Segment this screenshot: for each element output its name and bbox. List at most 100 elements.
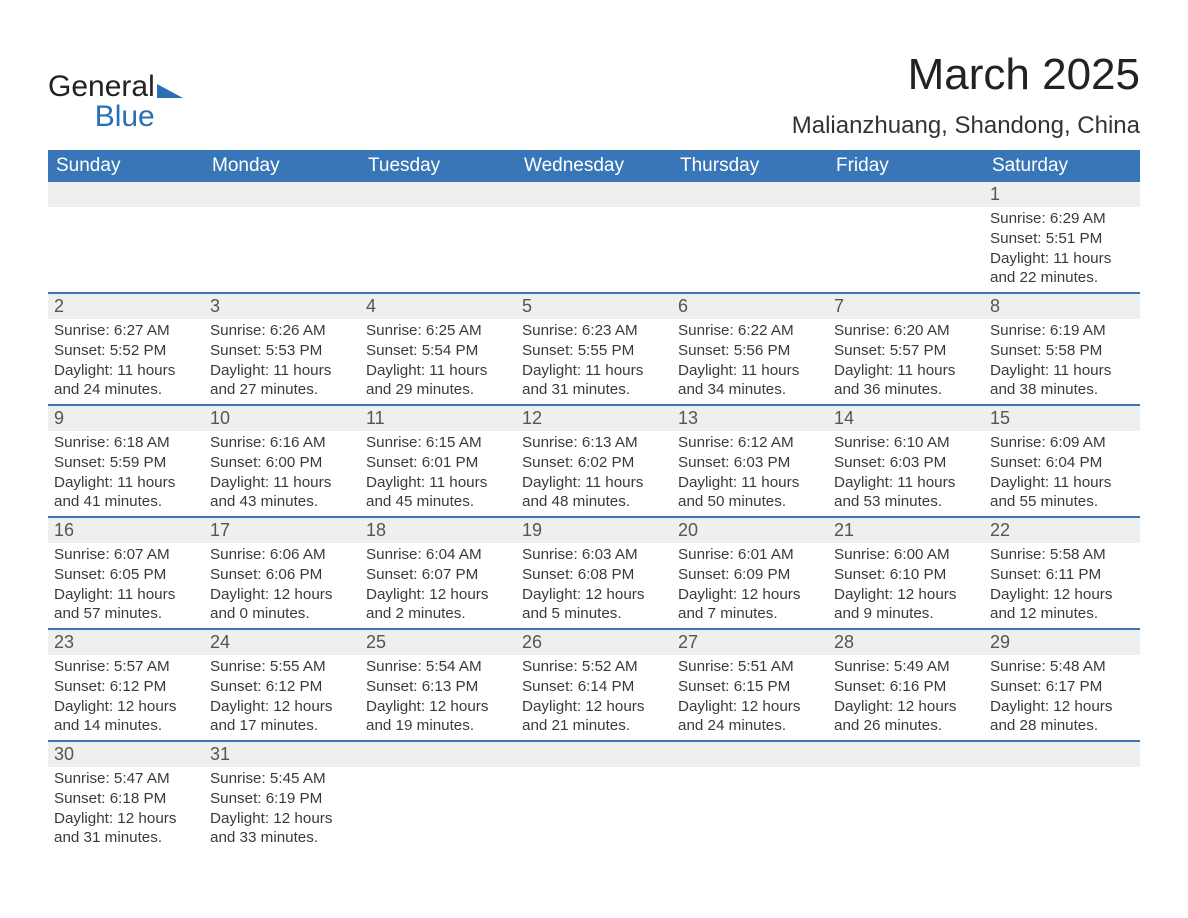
daylight-line: Daylight: 12 hours and 12 minutes.	[990, 585, 1134, 625]
day-cell	[828, 767, 984, 852]
day-number: 23	[48, 630, 204, 655]
day-number: 27	[672, 630, 828, 655]
sunrise-line: Sunrise: 6:13 AM	[522, 433, 666, 453]
day-number	[984, 742, 1140, 767]
location-subtitle: Malianzhuang, Shandong, China	[792, 112, 1140, 140]
day-number: 29	[984, 630, 1140, 655]
day-cell: Sunrise: 5:47 AMSunset: 6:18 PMDaylight:…	[48, 767, 204, 852]
day-cell: Sunrise: 6:06 AMSunset: 6:06 PMDaylight:…	[204, 543, 360, 628]
day-cell	[360, 207, 516, 292]
daylight-line: Daylight: 12 hours and 21 minutes.	[522, 697, 666, 737]
day-cell: Sunrise: 6:01 AMSunset: 6:09 PMDaylight:…	[672, 543, 828, 628]
day-cell	[48, 207, 204, 292]
sunset-line: Sunset: 6:03 PM	[678, 453, 822, 473]
weekday-label: Thursday	[672, 155, 828, 177]
sunrise-line: Sunrise: 6:16 AM	[210, 433, 354, 453]
daylight-line: Daylight: 11 hours and 29 minutes.	[366, 361, 510, 401]
day-cell: Sunrise: 5:58 AMSunset: 6:11 PMDaylight:…	[984, 543, 1140, 628]
day-cell: Sunrise: 5:51 AMSunset: 6:15 PMDaylight:…	[672, 655, 828, 740]
day-cell: Sunrise: 5:54 AMSunset: 6:13 PMDaylight:…	[360, 655, 516, 740]
daynum-row: 1	[48, 182, 1140, 207]
sunset-line: Sunset: 5:55 PM	[522, 341, 666, 361]
calendar: SundayMondayTuesdayWednesdayThursdayFrid…	[48, 150, 1140, 852]
daylight-line: Daylight: 11 hours and 43 minutes.	[210, 473, 354, 513]
day-cell: Sunrise: 6:07 AMSunset: 6:05 PMDaylight:…	[48, 543, 204, 628]
header: General Blue March 2025 Malianzhuang, Sh…	[48, 50, 1140, 140]
daylight-line: Daylight: 12 hours and 24 minutes.	[678, 697, 822, 737]
daylight-line: Daylight: 12 hours and 31 minutes.	[54, 809, 198, 849]
sunset-line: Sunset: 6:08 PM	[522, 565, 666, 585]
weekday-label: Saturday	[984, 155, 1140, 177]
week-row: Sunrise: 5:57 AMSunset: 6:12 PMDaylight:…	[48, 655, 1140, 740]
sunset-line: Sunset: 6:07 PM	[366, 565, 510, 585]
day-number	[48, 182, 204, 207]
day-number	[516, 742, 672, 767]
day-number: 7	[828, 294, 984, 319]
sunrise-line: Sunrise: 5:54 AM	[366, 657, 510, 677]
week-row: Sunrise: 6:18 AMSunset: 5:59 PMDaylight:…	[48, 431, 1140, 516]
sunrise-line: Sunrise: 6:06 AM	[210, 545, 354, 565]
daylight-line: Daylight: 11 hours and 34 minutes.	[678, 361, 822, 401]
day-cell: Sunrise: 6:09 AMSunset: 6:04 PMDaylight:…	[984, 431, 1140, 516]
day-number: 30	[48, 742, 204, 767]
day-cell: Sunrise: 6:13 AMSunset: 6:02 PMDaylight:…	[516, 431, 672, 516]
logo-text-blue: Blue	[48, 100, 183, 134]
sunset-line: Sunset: 5:57 PM	[834, 341, 978, 361]
day-cell: Sunrise: 6:20 AMSunset: 5:57 PMDaylight:…	[828, 319, 984, 404]
sunset-line: Sunset: 5:51 PM	[990, 229, 1134, 249]
day-number	[360, 742, 516, 767]
daylight-line: Daylight: 12 hours and 5 minutes.	[522, 585, 666, 625]
daynum-row: 9101112131415	[48, 406, 1140, 431]
weekday-label: Monday	[204, 155, 360, 177]
day-cell	[360, 767, 516, 852]
sunrise-line: Sunrise: 6:00 AM	[834, 545, 978, 565]
day-cell: Sunrise: 6:22 AMSunset: 5:56 PMDaylight:…	[672, 319, 828, 404]
daynum-row: 3031	[48, 742, 1140, 767]
daylight-line: Daylight: 12 hours and 0 minutes.	[210, 585, 354, 625]
daylight-line: Daylight: 12 hours and 9 minutes.	[834, 585, 978, 625]
sunrise-line: Sunrise: 5:47 AM	[54, 769, 198, 789]
sunset-line: Sunset: 6:15 PM	[678, 677, 822, 697]
sunrise-line: Sunrise: 6:25 AM	[366, 321, 510, 341]
day-number: 31	[204, 742, 360, 767]
day-number	[672, 182, 828, 207]
week-row: Sunrise: 6:29 AMSunset: 5:51 PMDaylight:…	[48, 207, 1140, 292]
sunset-line: Sunset: 6:16 PM	[834, 677, 978, 697]
day-number: 10	[204, 406, 360, 431]
day-number: 28	[828, 630, 984, 655]
day-cell: Sunrise: 6:18 AMSunset: 5:59 PMDaylight:…	[48, 431, 204, 516]
day-cell: Sunrise: 6:12 AMSunset: 6:03 PMDaylight:…	[672, 431, 828, 516]
daylight-line: Daylight: 11 hours and 24 minutes.	[54, 361, 198, 401]
weekday-header: SundayMondayTuesdayWednesdayThursdayFrid…	[48, 150, 1140, 182]
sunrise-line: Sunrise: 6:18 AM	[54, 433, 198, 453]
week-row: Sunrise: 6:07 AMSunset: 6:05 PMDaylight:…	[48, 543, 1140, 628]
sunrise-line: Sunrise: 6:03 AM	[522, 545, 666, 565]
sunrise-line: Sunrise: 5:58 AM	[990, 545, 1134, 565]
sunset-line: Sunset: 6:18 PM	[54, 789, 198, 809]
sunrise-line: Sunrise: 5:49 AM	[834, 657, 978, 677]
daynum-row: 23242526272829	[48, 630, 1140, 655]
sunset-line: Sunset: 6:04 PM	[990, 453, 1134, 473]
day-number: 11	[360, 406, 516, 431]
logo-text-general: General	[48, 70, 155, 104]
sunrise-line: Sunrise: 6:09 AM	[990, 433, 1134, 453]
week-block: 16171819202122Sunrise: 6:07 AMSunset: 6:…	[48, 516, 1140, 628]
weekday-label: Friday	[828, 155, 984, 177]
sunset-line: Sunset: 6:11 PM	[990, 565, 1134, 585]
daylight-line: Daylight: 11 hours and 55 minutes.	[990, 473, 1134, 513]
weekday-label: Wednesday	[516, 155, 672, 177]
logo: General Blue	[48, 70, 183, 134]
weekday-label: Tuesday	[360, 155, 516, 177]
sunset-line: Sunset: 5:58 PM	[990, 341, 1134, 361]
sunset-line: Sunset: 6:14 PM	[522, 677, 666, 697]
day-number: 15	[984, 406, 1140, 431]
day-number: 21	[828, 518, 984, 543]
day-number: 3	[204, 294, 360, 319]
day-cell: Sunrise: 6:23 AMSunset: 5:55 PMDaylight:…	[516, 319, 672, 404]
day-number: 19	[516, 518, 672, 543]
sunset-line: Sunset: 6:17 PM	[990, 677, 1134, 697]
week-block: 23242526272829Sunrise: 5:57 AMSunset: 6:…	[48, 628, 1140, 740]
page-title: March 2025	[792, 50, 1140, 100]
sunset-line: Sunset: 6:19 PM	[210, 789, 354, 809]
sunrise-line: Sunrise: 6:10 AM	[834, 433, 978, 453]
